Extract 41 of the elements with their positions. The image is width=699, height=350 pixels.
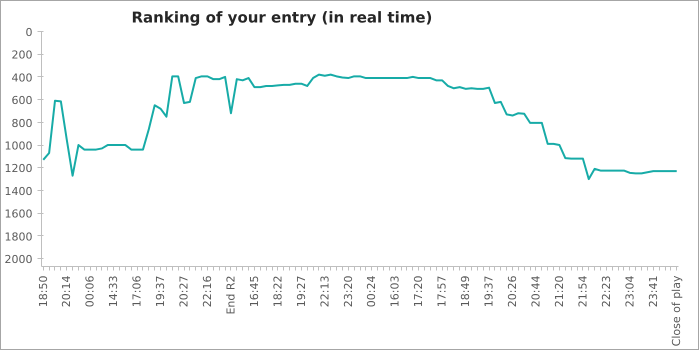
x-tick-label: 21:54 [576, 275, 590, 308]
x-tick-label: 16:03 [388, 275, 402, 308]
x-tick-label: 20:44 [529, 275, 542, 308]
y-tick-label: 1000 [4, 140, 33, 153]
x-tick-label: 19:27 [294, 275, 308, 308]
x-tick-label: 22:16 [200, 275, 214, 308]
x-tick-label: 20:14 [60, 275, 74, 308]
chart-title: Ranking of your entry (in real time) [132, 8, 432, 26]
x-tick-label: 17:06 [130, 275, 144, 308]
x-tick-label: 22:23 [600, 275, 613, 308]
x-tick-label: 19:37 [154, 275, 168, 308]
x-tick-label: 23:20 [342, 275, 355, 308]
y-tick-label: 400 [12, 71, 33, 84]
x-tick-label: 18:49 [459, 275, 472, 308]
x-tick-label: 00:06 [84, 275, 97, 308]
x-tick-label: 22:13 [318, 275, 332, 308]
x-tick-label: 21:20 [552, 275, 566, 308]
x-tick-label: 17:57 [436, 275, 449, 308]
x-tick-label: 18:50 [36, 275, 50, 308]
y-tick-label: 600 [12, 94, 33, 108]
y-tick-label: 200 [12, 48, 33, 62]
y-tick-label: 1800 [4, 230, 33, 244]
x-tick-label: 20:27 [178, 275, 191, 308]
x-tick-label: Close of play [670, 275, 684, 346]
x-tick-label: 18:22 [271, 275, 284, 308]
x-tick-label: 17:20 [412, 275, 426, 308]
x-tick-label: 16:45 [248, 275, 261, 308]
x-tick-label: End R2 [224, 275, 238, 315]
y-tick-label: 1400 [4, 184, 33, 198]
y-tick-label: 0 [26, 26, 32, 39]
y-tick-label: 1600 [4, 208, 33, 221]
x-tick-label: 14:33 [107, 275, 120, 308]
x-tick-label: 20:26 [506, 275, 520, 308]
x-tick-label: 23:41 [646, 275, 660, 308]
y-tick-label: 1200 [4, 162, 33, 176]
x-tick-label: 23:04 [623, 275, 636, 308]
y-tick-label: 2000 [4, 253, 33, 266]
x-tick-label: 00:24 [365, 275, 378, 308]
y-tick-label: 800 [12, 116, 33, 130]
x-tick-label: 19:37 [482, 275, 496, 308]
line-series [42, 74, 678, 180]
